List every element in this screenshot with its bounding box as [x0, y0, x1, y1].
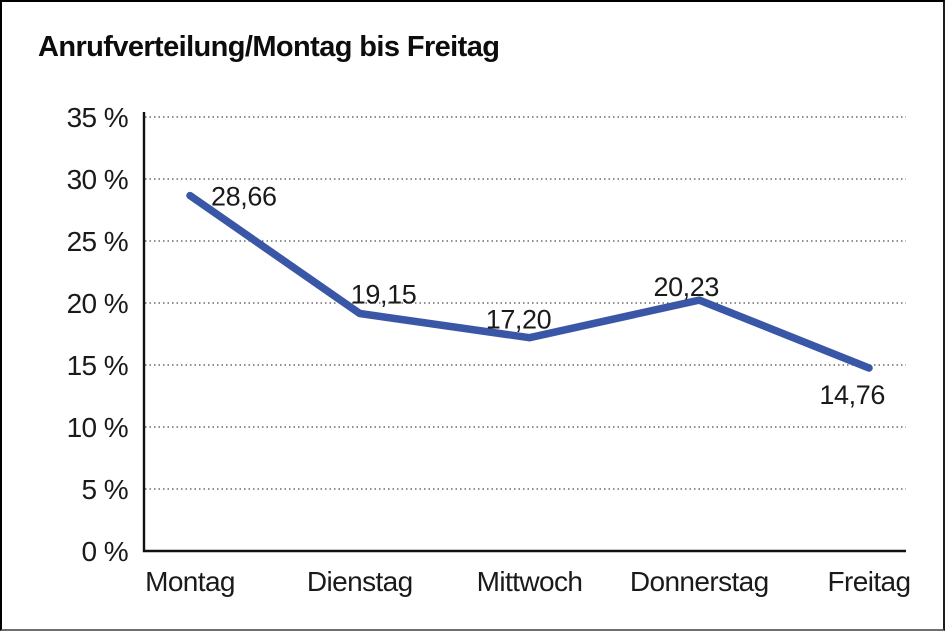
y-axis-tick-label: 30 %: [67, 164, 128, 195]
y-axis-tick-label: 10 %: [67, 412, 128, 443]
y-axis-tick-label: 5 %: [82, 474, 128, 505]
y-axis-tick-label: 35 %: [67, 102, 128, 133]
data-line: [186, 191, 873, 372]
x-axis-tick-label: Freitag: [828, 566, 911, 597]
y-axis-tick-label: 0 %: [82, 536, 128, 567]
data-point-label: 17,20: [486, 305, 552, 335]
x-axis-tick-label: Dienstag: [307, 566, 413, 597]
y-axis-tick-label: 15 %: [67, 350, 128, 381]
y-axis-tick-label: 25 %: [67, 226, 128, 257]
data-point-label: 28,66: [211, 182, 277, 212]
axis-lines: [142, 112, 906, 553]
x-axis-tick-label: Mittwoch: [477, 566, 583, 597]
x-axis-tick-label: Montag: [145, 566, 235, 597]
chart-title: Anrufverteilung/Montag bis Freitag: [38, 31, 500, 63]
data-point-label: 19,15: [351, 280, 417, 310]
x-axis-tick-label: Donnerstag: [630, 566, 769, 597]
data-point-label: 14,76: [819, 380, 885, 410]
y-axis-tick-label: 20 %: [67, 288, 128, 319]
data-point-label: 20,23: [653, 272, 719, 302]
